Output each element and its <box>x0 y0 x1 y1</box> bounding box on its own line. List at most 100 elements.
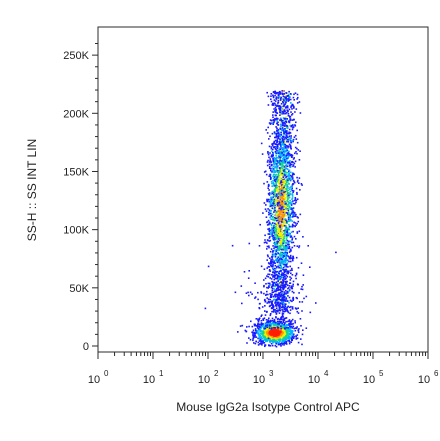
event-dot <box>279 197 281 200</box>
event-dot <box>249 291 252 294</box>
event-dot <box>278 270 281 273</box>
event-dot <box>266 324 269 326</box>
event-dot <box>261 342 264 344</box>
event-dot <box>288 143 291 146</box>
event-dot <box>275 158 277 160</box>
event-dot <box>288 160 291 163</box>
event-dot <box>271 291 274 294</box>
event-dot <box>272 340 274 343</box>
event-dot <box>254 342 257 345</box>
event-dot <box>267 330 269 333</box>
event-dot <box>284 232 286 235</box>
event-dot <box>279 127 282 130</box>
event-dot <box>259 334 262 337</box>
event-dot <box>272 306 275 309</box>
event-dot <box>279 216 282 219</box>
event-dot <box>294 134 297 137</box>
event-dot <box>280 221 283 223</box>
event-dot <box>277 121 279 124</box>
event-dot <box>287 334 289 337</box>
event-dot <box>283 308 285 310</box>
event-dot <box>282 230 285 232</box>
event-dot <box>280 119 283 122</box>
event-dot <box>288 324 290 326</box>
event-dot <box>315 302 317 304</box>
event-dot <box>270 218 272 220</box>
event-dot <box>280 302 282 304</box>
event-dot <box>261 331 263 333</box>
event-dot <box>266 254 269 256</box>
event-dot <box>270 336 272 339</box>
event-dot <box>278 309 281 312</box>
event-dot <box>290 240 292 243</box>
event-dot <box>281 162 283 165</box>
event-dot <box>295 201 297 204</box>
event-dot <box>282 294 285 297</box>
event-dot <box>291 175 294 177</box>
event-dot <box>273 211 275 213</box>
event-dot <box>281 290 283 293</box>
event-dot <box>282 309 284 311</box>
event-dot <box>287 141 290 143</box>
event-dot <box>278 216 281 219</box>
event-dot <box>263 331 265 333</box>
event-dot <box>279 159 281 162</box>
event-dot <box>272 195 275 197</box>
event-dot <box>288 90 290 93</box>
event-dot <box>302 284 304 286</box>
event-dot <box>281 343 283 346</box>
event-dot <box>285 188 288 190</box>
event-dot <box>276 147 279 150</box>
event-dot <box>279 256 281 259</box>
event-dot <box>294 166 296 168</box>
event-dot <box>267 233 270 235</box>
event-dot <box>282 190 285 193</box>
event-dot <box>259 343 262 345</box>
event-dot <box>246 342 248 344</box>
event-dot <box>309 266 311 268</box>
event-dot <box>277 118 279 120</box>
event-dot <box>283 185 286 187</box>
event-dot <box>278 335 280 338</box>
event-dot <box>267 153 270 156</box>
event-dot <box>269 305 271 307</box>
event-dot <box>262 335 265 337</box>
event-dot <box>269 203 272 205</box>
event-dot <box>277 240 279 243</box>
event-dot <box>283 186 285 189</box>
event-dot <box>287 337 290 339</box>
event-dot <box>254 297 256 299</box>
event-dot <box>288 120 290 122</box>
event-dot <box>274 161 276 163</box>
event-dot <box>261 306 264 308</box>
event-dot <box>286 193 288 196</box>
event-dot <box>272 275 275 278</box>
event-dot <box>272 255 274 258</box>
event-dot <box>284 220 286 223</box>
event-dot <box>275 193 278 195</box>
event-dot <box>289 329 292 331</box>
event-dot <box>275 290 277 293</box>
event-dot <box>281 342 283 345</box>
event-dot <box>273 324 275 326</box>
event-dot <box>271 335 273 338</box>
event-dot <box>282 95 285 97</box>
event-dot <box>245 330 247 333</box>
event-dot <box>281 155 284 157</box>
event-dot <box>257 337 259 340</box>
event-dot <box>267 276 270 278</box>
event-dot <box>289 306 291 309</box>
event-dot <box>278 213 281 215</box>
event-dot <box>264 170 267 173</box>
event-dot <box>282 160 285 163</box>
event-dot <box>273 336 275 338</box>
event-dot <box>285 340 287 343</box>
event-dot <box>289 138 292 140</box>
event-dot <box>274 282 277 284</box>
event-dot <box>257 322 259 325</box>
event-dot <box>265 319 268 321</box>
event-dot <box>278 230 280 233</box>
event-dot <box>289 289 291 291</box>
event-dot <box>281 138 284 140</box>
